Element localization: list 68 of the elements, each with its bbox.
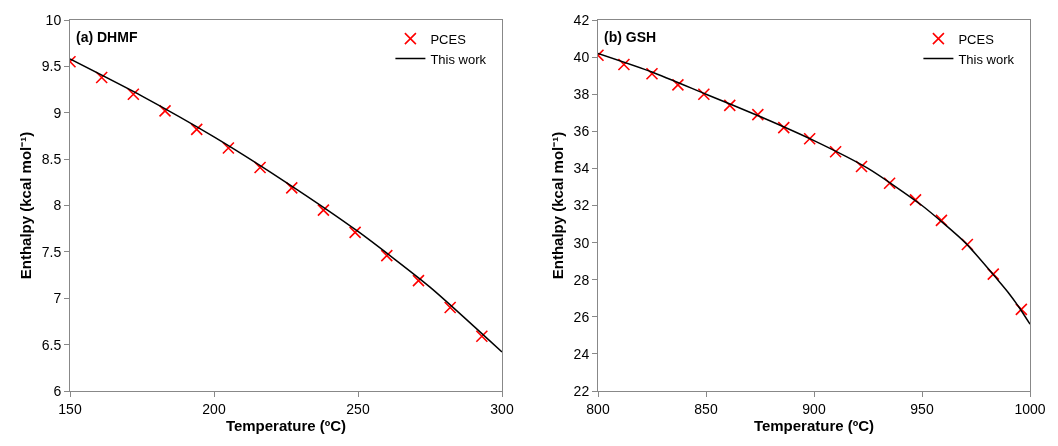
point [697, 87, 711, 101]
point [909, 193, 922, 207]
point [348, 226, 362, 239]
x-axis-title: Temperature (ºC) [753, 416, 875, 434]
point [475, 329, 489, 343]
point [95, 71, 108, 84]
legend-label: This work [430, 51, 487, 67]
x-tick-label: 250 [346, 400, 370, 417]
y-tick-label: 34 [573, 160, 590, 177]
point [158, 104, 172, 118]
point [317, 203, 330, 217]
y-tick-label: 32 [573, 197, 590, 214]
y-tick-label: 28 [573, 271, 590, 288]
point [883, 176, 896, 190]
point [617, 58, 631, 71]
point [803, 132, 816, 146]
point [935, 214, 948, 227]
point [190, 123, 204, 136]
point [751, 108, 765, 121]
x-tick-label: 950 [910, 400, 934, 417]
x-tick-label: 300 [490, 400, 514, 417]
point [723, 99, 737, 112]
point [671, 78, 685, 92]
legend-label: PCES [430, 31, 467, 47]
y-tick-label: 24 [573, 345, 590, 362]
y-tick-label: 8.5 [41, 151, 62, 168]
y-tick-label: 10 [45, 11, 62, 28]
y-tick-label: 6.5 [41, 336, 62, 353]
x-tick-label: 1000 [1014, 400, 1046, 417]
point [253, 161, 267, 174]
x-tick-label: 850 [694, 400, 718, 417]
y-axis-title: Enthalpy (kcal mol⁻¹) [548, 131, 566, 280]
point [412, 274, 425, 287]
x-tick-label: 200 [202, 400, 226, 417]
legend-label: This work [958, 51, 1015, 67]
point [127, 87, 140, 101]
x-tick-label: 900 [802, 400, 826, 417]
x-axis-title: Temperature (ºC) [225, 416, 347, 434]
y-tick-label: 7.5 [41, 243, 62, 260]
y-tick-label: 7 [53, 290, 62, 307]
text: (a) DHMF [76, 29, 138, 45]
y-tick-label: 22 [573, 382, 590, 399]
y-axis-title: Enthalpy (kcal mol⁻¹) [16, 131, 34, 280]
line-series [598, 52, 1030, 325]
point [829, 145, 842, 159]
point [961, 238, 974, 251]
point [1015, 303, 1028, 316]
y-tick-label: 40 [573, 49, 590, 65]
point [380, 249, 394, 262]
y-tick-label: 9.5 [41, 58, 62, 75]
point [777, 121, 791, 134]
y-tick-label: 36 [573, 123, 590, 140]
point [285, 181, 299, 195]
x-tick-label: 800 [586, 400, 610, 417]
y-tick-label: 42 [573, 11, 590, 28]
point [645, 67, 659, 81]
y-tick-label: 30 [573, 234, 590, 251]
point [855, 160, 868, 173]
point [443, 301, 457, 314]
y-tick-label: 8 [53, 197, 62, 214]
legend-label: PCES [958, 31, 995, 47]
y-tick-label: 6 [53, 382, 62, 399]
point [222, 141, 235, 155]
y-tick-label: 38 [573, 86, 590, 103]
x-tick-label: 150 [58, 400, 82, 417]
y-tick-label: 26 [573, 308, 590, 325]
text: (b) GSH [604, 29, 657, 45]
y-tick-label: 9 [53, 104, 62, 121]
